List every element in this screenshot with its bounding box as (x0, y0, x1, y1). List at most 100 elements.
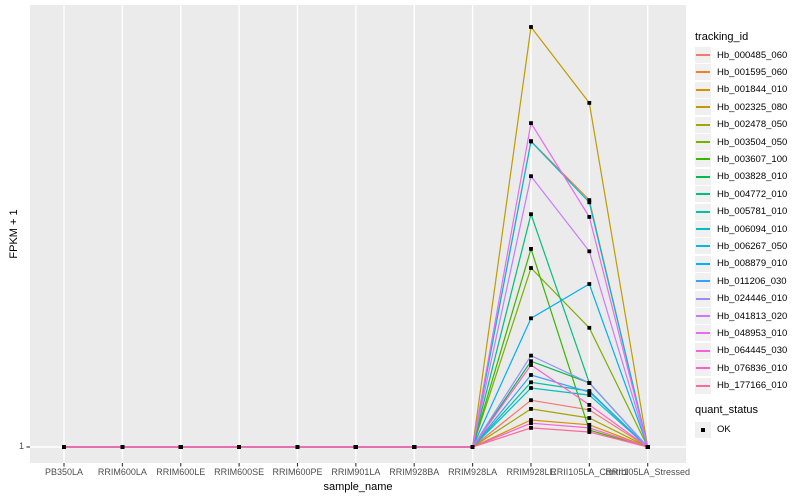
x-tick-label-RRIM600LE: RRIM600LE (156, 467, 206, 477)
x-tick-label-RRIM600PE: RRIM600PE (272, 467, 323, 477)
legend: tracking_id quant_status Hb_000485_060 Hb… (690, 0, 800, 500)
legend-item-label: Hb_003607_100 (717, 153, 788, 165)
x-tick-label-RRIM901LA: RRIM901LA (331, 467, 381, 477)
data-point-marker (529, 421, 533, 426)
series-color-line-icon (696, 245, 710, 248)
legend-key-swatch (695, 81, 711, 98)
legend-item-label: Hb_001844_010 (717, 84, 788, 96)
data-point-marker (178, 445, 183, 449)
data-point-marker (587, 325, 592, 330)
series-color-line-icon (696, 123, 710, 126)
legend-item-label: Hb_005781_010 (717, 206, 788, 218)
x-tick-label-PB350LA: PB350LA (44, 467, 84, 477)
series-color-line-icon (696, 193, 710, 196)
series-color-line-icon (696, 367, 710, 370)
legend-item-label: Hb_011206_030 (717, 275, 787, 287)
data-point-marker (529, 426, 533, 430)
x-tick-label-RRII105LA_Control: RRII105LA_Control (550, 467, 629, 477)
legend-item: Hb_024446_010 (695, 290, 787, 307)
data-point-marker (645, 445, 650, 449)
legend-item: Hb_006267_050 (695, 238, 787, 255)
data-point-marker (587, 282, 592, 286)
legend-item-label: Hb_003828_010 (717, 171, 788, 183)
data-point-marker (587, 200, 592, 205)
data-point-marker (587, 198, 592, 202)
series-color-line-icon (696, 175, 710, 178)
legend-item: Hb_076836_010 (695, 360, 787, 377)
data-point-marker (529, 316, 533, 321)
y-axis-tick-label: 1 (18, 441, 24, 451)
legend-key-swatch (695, 325, 711, 342)
data-point-marker (470, 445, 475, 449)
data-point-marker (529, 359, 533, 364)
legend-title-tracking-id: tracking_id (695, 31, 749, 43)
legend-title-quant-status: quant_status (695, 404, 758, 416)
data-point-marker (529, 25, 533, 29)
series-color-line-icon (696, 349, 710, 352)
data-point-marker (529, 398, 533, 403)
data-point-marker (529, 386, 533, 390)
data-point-marker (529, 212, 533, 217)
legend-item: Hb_008879_010 (695, 255, 787, 272)
data-point-marker (587, 381, 592, 385)
legend-item: Hb_011206_030 (695, 273, 787, 290)
legend-item: Hb_001844_010 (695, 81, 787, 98)
data-point-marker (62, 445, 66, 449)
legend-item-label: Hb_041813_020 (717, 310, 788, 322)
series-color-line-icon (696, 297, 710, 300)
data-point-marker (587, 430, 592, 434)
data-point-marker (529, 363, 533, 367)
series-color-line-icon (696, 280, 710, 283)
series-color-line-icon (696, 332, 710, 335)
ok-square-marker-icon (701, 427, 705, 432)
x-tick-label-RRIM600LA: RRIM600LA (97, 467, 147, 477)
legend-key-swatch (695, 168, 711, 185)
legend-key-swatch (695, 116, 711, 133)
legend-key-swatch (695, 421, 711, 438)
x-tick-label-RRII105LA_Stressed: RRII105LA_Stressed (605, 467, 690, 477)
data-point-marker (587, 215, 592, 219)
legend-item-label: Hb_008879_010 (717, 258, 788, 270)
legend-item-label: OK (717, 424, 731, 435)
legend-key-swatch (695, 186, 711, 203)
legend-item: Hb_064445_030 (695, 342, 787, 359)
data-point-marker (529, 407, 533, 411)
legend-key-swatch (695, 360, 711, 377)
legend-key-swatch (695, 134, 711, 150)
legend-item: Hb_002325_080 (695, 99, 787, 116)
data-point-marker (412, 445, 417, 449)
legend-item-label: Hb_006267_050 (717, 240, 788, 252)
y-axis-title: FPKM + 1 (8, 209, 20, 259)
legend-item: Hb_005781_010 (695, 203, 787, 220)
series-color-line-icon (696, 141, 710, 143)
x-tick-label-RRIM928BA: RRIM928BA (389, 467, 440, 477)
legend-item: Hb_003504_050 (695, 134, 787, 151)
legend-key-swatch (695, 377, 711, 394)
data-point-marker (529, 373, 533, 377)
data-point-marker (529, 139, 533, 144)
legend-item-label: Hb_076836_010 (717, 362, 788, 374)
data-point-marker (529, 121, 533, 125)
x-tick-label-RRIM600SE: RRIM600SE (214, 467, 265, 477)
series-color-line-icon (696, 158, 710, 161)
data-point-marker (587, 408, 592, 412)
legend-item: Hb_001595_060 (695, 64, 787, 81)
data-point-marker (529, 247, 533, 251)
legend-item-label: Hb_064445_030 (717, 345, 788, 357)
series-color-line-icon (696, 262, 710, 265)
legend-item-label: Hb_048953_010 (717, 327, 788, 339)
data-point-marker (587, 390, 592, 394)
legend-item-label: Hb_177166_010 (717, 380, 788, 392)
data-point-marker (587, 101, 592, 105)
legend-key-swatch (695, 238, 711, 255)
data-point-marker (587, 403, 592, 407)
legend-item-label: Hb_004772_010 (717, 188, 788, 200)
data-point-marker (529, 266, 533, 270)
legend-item-label: Hb_006094_010 (717, 223, 788, 235)
legend-item: Hb_002478_050 (695, 116, 787, 133)
legend-key-swatch (695, 273, 711, 290)
data-point-marker (529, 380, 533, 385)
data-point-marker (237, 445, 241, 449)
data-point-marker (529, 418, 533, 422)
